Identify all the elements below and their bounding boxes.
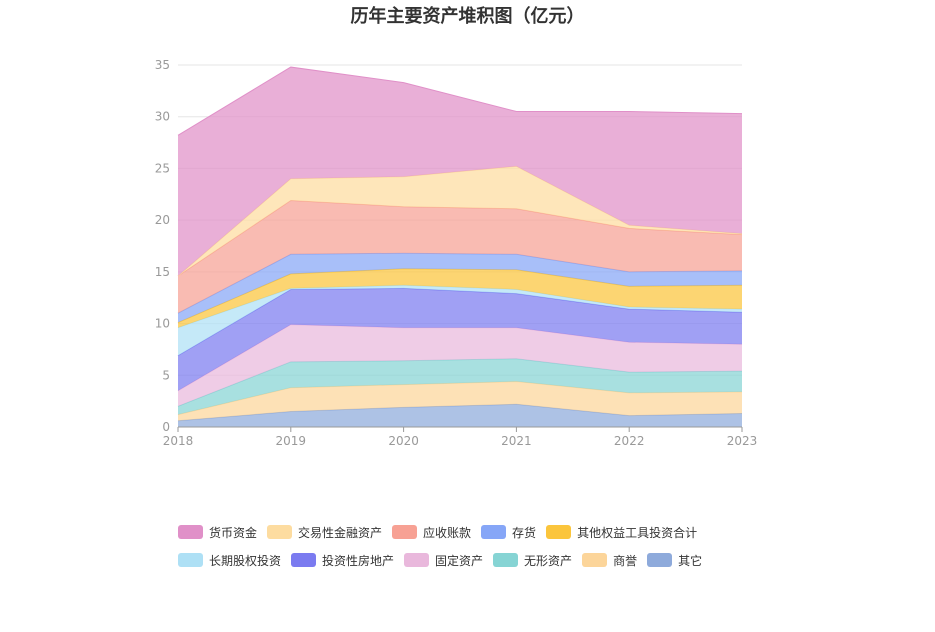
legend-swatch [404, 553, 430, 567]
area-series [177, 66, 743, 427]
area-其他权益工具投资合计 [178, 268, 742, 328]
legend-item[interactable]: 交易性金融资产 [267, 524, 382, 541]
area-交易性金融资产 [178, 166, 742, 276]
legend-swatch [267, 525, 293, 539]
y-tick-label: 0 [162, 420, 170, 434]
y-tick-label: 30 [155, 110, 170, 124]
legend-swatch [481, 525, 507, 539]
legend-label: 商誉 [613, 553, 638, 568]
legend-item[interactable]: 商誉 [582, 552, 637, 569]
legend-swatch [647, 553, 673, 567]
x-tick-label: 2019 [276, 434, 307, 448]
legend-label: 交易性金融资产 [298, 525, 383, 540]
legend-label: 固定资产 [435, 553, 484, 568]
legend-item[interactable]: 存货 [481, 524, 536, 541]
legend-item[interactable]: 其它 [647, 552, 702, 569]
area-line-货币资金 [177, 66, 743, 136]
y-tick-label: 25 [155, 161, 170, 175]
legend-label: 应收账款 [423, 525, 472, 540]
y-tick-label: 20 [155, 213, 170, 227]
area-商誉 [178, 381, 742, 421]
legend-item[interactable]: 货币资金 [178, 524, 257, 541]
legend-item[interactable]: 固定资产 [404, 552, 483, 569]
legend-item[interactable]: 无形资产 [493, 552, 572, 569]
area-line-应收账款 [177, 199, 743, 277]
x-tick-label: 2022 [614, 434, 645, 448]
legend-swatch [392, 525, 418, 539]
legend-item[interactable]: 其他权益工具投资合计 [546, 524, 697, 541]
area-投资性房地产 [178, 288, 742, 391]
legend-label: 存货 [512, 525, 537, 540]
legend-label: 投资性房地产 [322, 553, 395, 568]
legend-item[interactable]: 投资性房地产 [291, 552, 394, 569]
y-tick-label: 10 [155, 317, 170, 331]
legend-swatch [178, 553, 203, 567]
area-存货 [178, 253, 742, 323]
chart-title: 历年主要资产堆积图（亿元） [350, 6, 585, 27]
area-固定资产 [178, 324, 742, 407]
area-应收账款 [178, 200, 742, 314]
legend-label: 长期股权投资 [209, 553, 282, 568]
legend-row: 货币资金 交易性金融资产 应收账款 存货 其他权益工具投资合计 [178, 518, 778, 546]
x-tick-label: 2020 [388, 434, 419, 448]
legend-row: 长期股权投资 投资性房地产 固定资产 无形资产 商誉 其它 [178, 546, 778, 574]
area-line-存货 [177, 252, 743, 314]
y-tick-label: 5 [162, 368, 170, 382]
y-tick-label: 15 [155, 265, 170, 279]
legend-swatch [582, 553, 608, 567]
x-tick-label: 2023 [727, 434, 758, 448]
legend-label: 货币资金 [209, 525, 258, 540]
x-tick-label: 2021 [501, 434, 532, 448]
legend-item[interactable]: 应收账款 [392, 524, 471, 541]
legend-swatch [546, 525, 572, 539]
legend-item[interactable]: 长期股权投资 [178, 552, 281, 569]
y-tick-label: 35 [155, 58, 170, 72]
legend: 货币资金 交易性金融资产 应收账款 存货 其他权益工具投资合计 长期股权投资 投资性房地产… [178, 518, 778, 574]
legend-swatch [493, 553, 519, 567]
area-货币资金 [178, 67, 742, 276]
legend-label: 无形资产 [524, 553, 573, 568]
axes: 0 5 10 15 20 25 30 35 2018 2019 2020 2021 2022 2023 [155, 58, 758, 448]
legend-swatch [178, 525, 203, 539]
legend-label: 其它 [678, 553, 703, 568]
x-tick-label: 2018 [163, 434, 194, 448]
area-无形资产 [178, 358, 742, 415]
legend-label: 其他权益工具投资合计 [577, 525, 698, 540]
legend-swatch [291, 553, 317, 567]
area-其它 [178, 404, 742, 427]
